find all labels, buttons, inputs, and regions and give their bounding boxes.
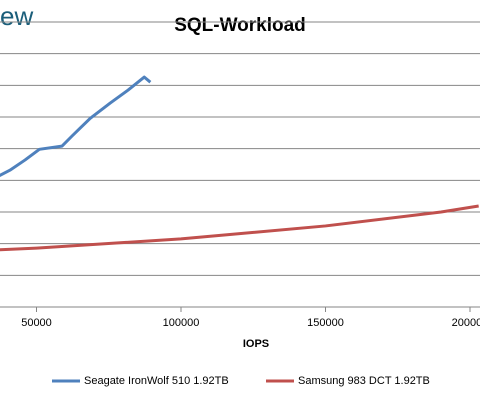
logo: ew	[0, 1, 33, 31]
x-tick-label: 200000	[452, 317, 480, 329]
x-axis-title: IOPS	[243, 338, 269, 350]
data-line	[0, 204, 479, 252]
x-tick-label: 50000	[21, 317, 52, 329]
data-line	[0, 75, 152, 178]
x-tick-label: 100000	[163, 317, 200, 329]
x-tick-label: 150000	[307, 317, 344, 329]
legend-label: Seagate IronWolf 510 1.92TB	[84, 375, 229, 387]
legend-label: Samsung 983 DCT 1.92TB	[298, 375, 430, 387]
chart-title: SQL-Workload	[174, 15, 306, 36]
